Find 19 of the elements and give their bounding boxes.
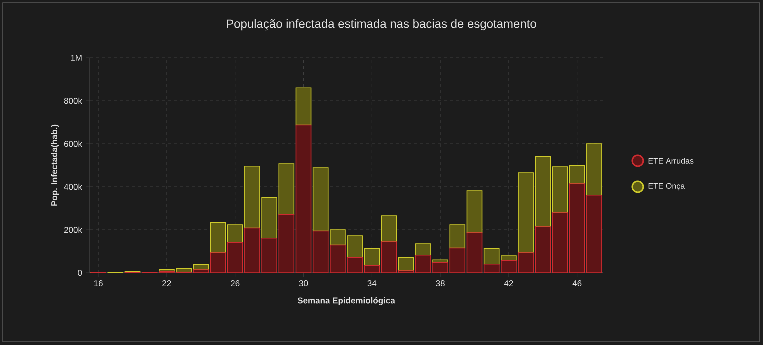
x-axis-title: Semana Epidemiológica	[298, 297, 396, 306]
y-tick-label: 0	[78, 270, 82, 276]
chart-title: População infectada estimada nas bacias de esgotamento	[227, 19, 536, 31]
x-tick-label: 16	[94, 280, 103, 287]
x-tick-label: 30	[299, 280, 308, 287]
x-tick-label: 42	[504, 280, 514, 286]
y-axis-title: Pop. Infectada(hab.)	[51, 124, 60, 206]
y-tick-label: 600k	[64, 140, 82, 148]
x-tick-label: 26	[231, 280, 240, 287]
x-tick-label: 38	[436, 280, 445, 287]
x-tick-label: 22	[162, 280, 172, 286]
legend-label: ETE Arrudas	[648, 158, 694, 164]
y-tick-label: 200k	[64, 226, 82, 234]
y-tick-label: 800k	[64, 98, 82, 104]
y-tick-label: 1M	[71, 55, 82, 61]
legend-label: ETE Onça	[648, 183, 686, 191]
y-tick-label: 400k	[64, 184, 82, 190]
x-tick-label: 34	[368, 280, 377, 287]
x-tick-label: 46	[572, 280, 582, 287]
